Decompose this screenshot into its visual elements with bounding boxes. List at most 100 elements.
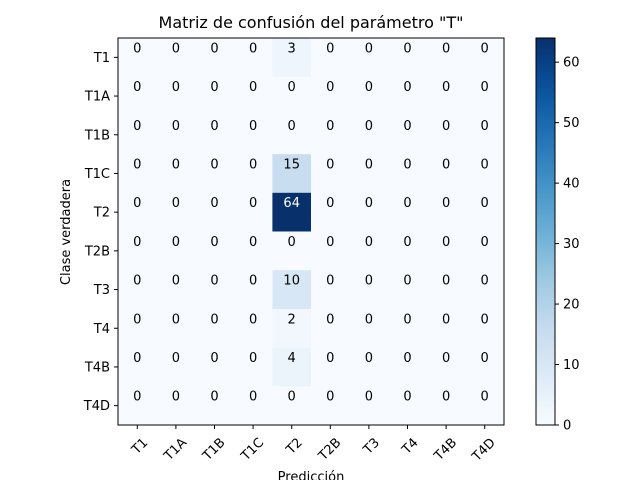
heatmap-cell [311, 386, 350, 426]
cell-value-label: 0 [210, 157, 218, 172]
heatmap-cell [311, 270, 350, 310]
heatmap-cell [233, 308, 273, 348]
colorbar-tick-label: 60 [563, 56, 580, 71]
y-tick-label: T1 [93, 51, 110, 66]
cell-value-label: 0 [210, 351, 218, 366]
cell-value-label: 0 [133, 80, 141, 95]
heatmap-cell [156, 192, 196, 232]
y-axis-label: Clase verdadera [59, 179, 74, 285]
heatmap-cell [272, 270, 312, 310]
cell-value-label: 0 [442, 390, 450, 405]
cell-value-label: 0 [326, 157, 334, 172]
heatmap-cell [465, 308, 505, 348]
x-axis-label: Predicción [278, 470, 345, 480]
heatmap-cell [465, 192, 505, 232]
heatmap-cell [349, 154, 389, 194]
cell-value-label: 3 [288, 41, 296, 56]
heatmap-cell [118, 192, 157, 232]
y-tick-label: T4B [84, 360, 110, 375]
heatmap-cell [311, 76, 350, 116]
heatmap-cell [272, 115, 312, 155]
cell-value-label: 0 [326, 80, 334, 95]
heatmap-cell [465, 38, 505, 77]
cell-value-label: 0 [210, 312, 218, 327]
colorbar [535, 37, 556, 426]
cell-value-label: 0 [365, 390, 373, 405]
cell-value-label: 0 [365, 235, 373, 250]
cell-value-label: 0 [133, 196, 141, 211]
heatmap-cell [388, 231, 428, 271]
cell-value-label: 0 [481, 80, 489, 95]
cell-value-label: 0 [249, 196, 257, 211]
cell-value-label: 0 [210, 274, 218, 289]
cell-value-label: 0 [326, 235, 334, 250]
cell-value-label: 0 [442, 196, 450, 211]
cell-value-label: 0 [210, 41, 218, 56]
heatmap-cell [388, 308, 428, 348]
x-tick-label: T4D [469, 435, 499, 465]
heatmap-cell [118, 308, 157, 348]
heatmap-cell [465, 154, 505, 194]
cell-value-label: 0 [133, 119, 141, 134]
cell-value-label: 0 [249, 390, 257, 405]
heatmap-cell [233, 270, 273, 310]
heatmap-cell [349, 38, 389, 77]
cell-value-label: 0 [288, 390, 296, 405]
heatmap-cell [118, 38, 157, 77]
colorbar-tick-label: 40 [563, 177, 580, 192]
heatmap-cell [426, 231, 466, 271]
cell-value-label: 0 [249, 235, 257, 250]
cell-value-label: 0 [403, 41, 411, 56]
y-tick-label: T1A [84, 90, 110, 105]
cell-value-labels: 0 0 0 0 3 0 0 0 0 0 0 0 0 0 0 0 0 0 0 0 0 0 0 0 0 0 0 0 0 0 0 0 0 0 15 0 0 0 0… [133, 41, 489, 404]
x-tick-label: T1 [129, 435, 152, 458]
x-tick-label: T1A [161, 435, 190, 464]
cell-value-label: 0 [249, 312, 257, 327]
cell-value-label: 0 [288, 80, 296, 95]
heatmap-cell [233, 231, 273, 271]
cell-value-label: 0 [403, 80, 411, 95]
heatmap-cell [156, 347, 196, 387]
cell-value-label: 0 [210, 235, 218, 250]
cell-value-label: 0 [288, 119, 296, 134]
cell-value-label: 0 [442, 41, 450, 56]
x-tick-label: T2B [315, 435, 344, 464]
chart-title: Matriz de confusión del parámetro "T" [159, 13, 464, 32]
cell-value-label: 0 [442, 312, 450, 327]
y-axis: T1 T1A T1B T1C T2 T2B T3 T4 T4B T4D [83, 51, 118, 414]
heatmap-cell [233, 386, 273, 426]
cell-value-label: 0 [365, 351, 373, 366]
cell-value-label: 0 [172, 390, 180, 405]
heatmap-cell [311, 308, 350, 348]
cell-value-label: 0 [403, 390, 411, 405]
heatmap-cell [272, 76, 312, 116]
heatmap-cell [388, 386, 428, 426]
cell-value-label: 0 [326, 390, 334, 405]
heatmap-cell [272, 192, 312, 232]
cell-value-label: 0 [403, 351, 411, 366]
heatmap-cell [465, 231, 505, 271]
heatmap-cell [156, 231, 196, 271]
heatmap-cell [426, 192, 466, 232]
cell-value-label: 10 [283, 274, 300, 289]
heatmap-cell [426, 38, 466, 77]
cell-value-label: 0 [481, 312, 489, 327]
heatmap-cell [349, 308, 389, 348]
y-tick-label: T2 [93, 206, 110, 221]
heatmap-cell [272, 154, 312, 194]
cell-value-label: 0 [481, 157, 489, 172]
heatmap-cell [118, 76, 157, 116]
cell-value-label: 0 [326, 196, 334, 211]
heatmap-cell [195, 270, 235, 310]
heatmap-cell [426, 115, 466, 155]
cell-value-label: 0 [481, 390, 489, 405]
heatmap-cell [388, 270, 428, 310]
heatmap-cell [426, 347, 466, 387]
cell-value-label: 0 [172, 119, 180, 134]
heatmap-cell [118, 154, 157, 194]
x-tick-label: T3 [360, 435, 383, 458]
plot-frame [117, 37, 505, 426]
cell-value-label: 0 [481, 351, 489, 366]
heatmap-cell [195, 231, 235, 271]
heatmap-cell [195, 308, 235, 348]
